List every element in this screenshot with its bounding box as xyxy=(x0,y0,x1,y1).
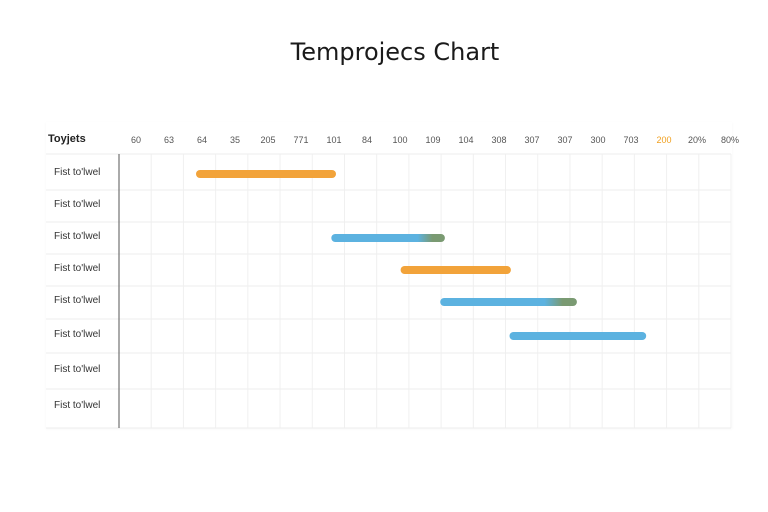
x-tick-label: 101 xyxy=(326,135,342,145)
x-tick-label: 703 xyxy=(623,135,639,145)
row-label: Fist to'lwel xyxy=(54,199,101,210)
x-tick-label: 100 xyxy=(392,135,408,145)
x-tick-label: 84 xyxy=(361,135,373,145)
x-tick-label: 307 xyxy=(557,135,573,145)
row-label: Fist to'lwel xyxy=(54,167,101,178)
task-column-header: Toyjets xyxy=(48,133,86,145)
x-tick-label: 109 xyxy=(425,135,441,145)
x-tick-label: 104 xyxy=(458,135,474,145)
x-tick-label: 20% xyxy=(687,135,707,145)
row-label: Fist to'lwel xyxy=(54,295,101,306)
x-tick-label: 63 xyxy=(163,135,175,145)
x-tick-label: 64 xyxy=(196,135,208,145)
x-tick-label: 80% xyxy=(720,135,740,145)
x-tick-label: 60 xyxy=(130,135,142,145)
row-label: Fist to'lwel xyxy=(54,231,101,242)
row-label: Fist to'lwel xyxy=(54,364,101,375)
x-tick-label: 308 xyxy=(491,135,507,145)
x-tick-label: 205 xyxy=(260,135,276,145)
x-tick-label: 300 xyxy=(590,135,606,145)
chart-title: Temprojecs Chart xyxy=(290,38,500,66)
row-label: Fist to'lwel xyxy=(54,263,101,274)
x-tick-label: 200 xyxy=(656,135,672,145)
x-tick-label: 771 xyxy=(293,135,309,145)
row-label: Fist to'lwel xyxy=(54,400,101,411)
x-tick-label: 307 xyxy=(524,135,540,145)
x-tick-label: 35 xyxy=(229,135,241,145)
row-label: Fist to'lwel xyxy=(54,329,101,340)
chart-panel xyxy=(46,122,732,428)
